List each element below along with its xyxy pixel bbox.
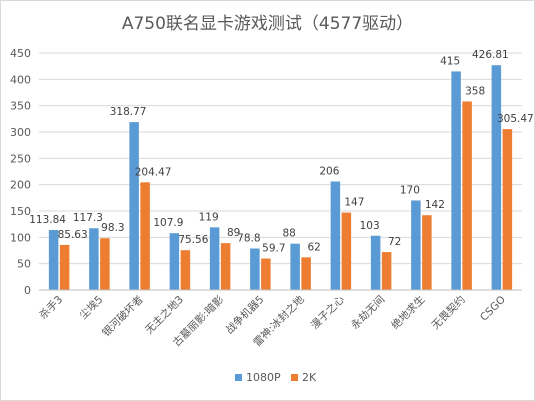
bar-2K-8: [381, 252, 392, 290]
legend-swatch-1080P: [235, 374, 242, 381]
data-label: 305.47: [497, 113, 534, 125]
bar-1080P-10: [451, 71, 461, 290]
y-tick-label: 350: [10, 100, 31, 113]
bar-1080P-7: [330, 181, 341, 290]
category-label: 永劫无间: [348, 293, 387, 332]
bar-2K-3: [180, 250, 191, 290]
data-label: 88: [282, 228, 295, 240]
legend-swatch-2K: [291, 374, 298, 381]
data-label: 119: [199, 211, 219, 223]
bar-1080P-6: [290, 243, 300, 290]
data-label: 358: [465, 85, 485, 97]
category-label: CSGO: [478, 294, 508, 324]
category-label: 无畏契约: [429, 293, 468, 332]
legend-label: 1080P: [246, 371, 281, 384]
data-label: 426.81: [472, 49, 509, 61]
data-label: 107.9: [153, 217, 183, 229]
bar-2K-7: [341, 212, 352, 290]
bar-2K-1: [100, 238, 110, 290]
data-label: 75.56: [178, 234, 208, 246]
bar-1080P-5: [250, 248, 260, 290]
data-label: 103: [360, 220, 380, 232]
y-tick-label: 400: [10, 73, 31, 86]
data-label: 85.63: [58, 229, 88, 241]
data-label: 62: [307, 241, 320, 253]
y-tick-label: 150: [10, 205, 31, 218]
bar-2K-4: [220, 243, 231, 290]
y-tick-label: 450: [10, 47, 31, 60]
data-label: 206: [319, 166, 339, 178]
chart-title: A750联名显卡游戏测试（4577驱动）: [121, 14, 414, 34]
y-tick-label: 0: [24, 284, 31, 297]
data-label: 170: [400, 184, 420, 196]
bar-2K-9: [422, 215, 432, 290]
y-tick-label: 250: [10, 152, 31, 165]
data-label: 415: [440, 55, 460, 67]
bar-1080P-2: [129, 122, 139, 290]
data-label: 204.47: [135, 166, 172, 178]
y-tick-label: 50: [17, 258, 31, 271]
bar-1080P-0: [48, 230, 59, 290]
bar-2K-6: [301, 257, 311, 290]
category-label: 战争机器5: [223, 293, 267, 337]
data-label: 98.3: [101, 222, 124, 234]
bar-2K-5: [261, 258, 271, 290]
y-tick-label: 300: [10, 126, 31, 139]
category-label: 绝地求生: [389, 293, 428, 332]
category-label: 杀手3: [36, 293, 65, 322]
data-label: 78.8: [237, 232, 260, 244]
data-label: 72: [388, 236, 401, 248]
legend-label: 2K: [302, 371, 317, 384]
bar-1080P-1: [89, 228, 99, 290]
bar-2K-11: [502, 129, 513, 290]
bar-1080P-4: [209, 227, 220, 290]
bar-2K-2: [140, 182, 150, 290]
bar-1080P-8: [370, 235, 381, 290]
bar-2K-10: [462, 101, 472, 290]
data-label: 113.84: [29, 214, 66, 226]
y-tick-label: 200: [10, 179, 31, 192]
bar-2K-0: [59, 244, 70, 290]
data-label: 59.7: [262, 243, 285, 255]
data-label: 147: [344, 197, 364, 209]
data-label: 117.3: [73, 212, 103, 224]
y-tick-label: 100: [10, 231, 31, 244]
data-label: 318.77: [110, 106, 147, 118]
category-label: 尘埃5: [77, 293, 106, 322]
bar-1080P-9: [411, 200, 421, 290]
category-label: 漫子之心: [308, 293, 347, 332]
bar-1080P-3: [169, 233, 180, 290]
data-label: 89: [227, 227, 240, 239]
data-label: 142: [425, 199, 445, 211]
category-label: 无主之地3: [142, 293, 186, 337]
category-label: 银河破坏者: [99, 293, 145, 339]
bar-1080P-11: [491, 65, 502, 290]
